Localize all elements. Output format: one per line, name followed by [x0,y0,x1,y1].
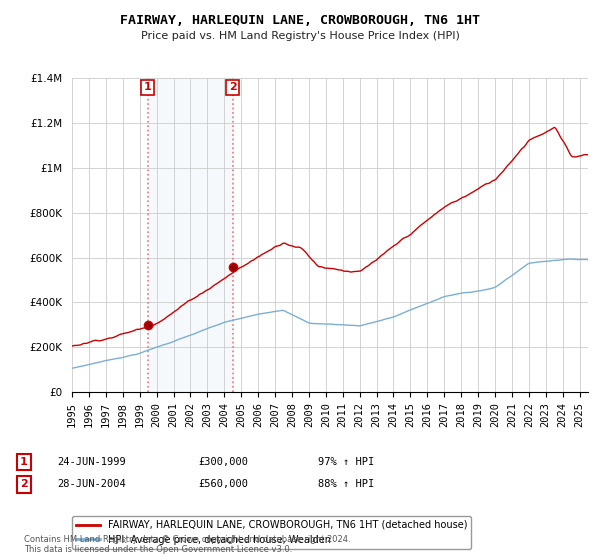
Bar [148,78,233,392]
Text: £560,000: £560,000 [198,479,248,489]
Text: 97% ↑ HPI: 97% ↑ HPI [318,457,374,467]
Text: FAIRWAY, HARLEQUIN LANE, CROWBOROUGH, TN6 1HT: FAIRWAY, HARLEQUIN LANE, CROWBOROUGH, TN… [120,14,480,27]
Text: Price paid vs. HM Land Registry's House Price Index (HPI): Price paid vs. HM Land Registry's House … [140,31,460,41]
Text: £300,000: £300,000 [198,457,248,467]
Text: 1: 1 [144,82,152,92]
Text: 1: 1 [20,457,28,467]
Text: 2: 2 [229,82,236,92]
Text: 24-JUN-1999: 24-JUN-1999 [57,457,126,467]
Legend: FAIRWAY, HARLEQUIN LANE, CROWBOROUGH, TN6 1HT (detached house), HPI: Average pri: FAIRWAY, HARLEQUIN LANE, CROWBOROUGH, TN… [72,516,471,549]
Text: 28-JUN-2004: 28-JUN-2004 [57,479,126,489]
Text: 88% ↑ HPI: 88% ↑ HPI [318,479,374,489]
Text: 2: 2 [20,479,28,489]
Text: Contains HM Land Registry data © Crown copyright and database right 2024.
This d: Contains HM Land Registry data © Crown c… [24,535,350,554]
